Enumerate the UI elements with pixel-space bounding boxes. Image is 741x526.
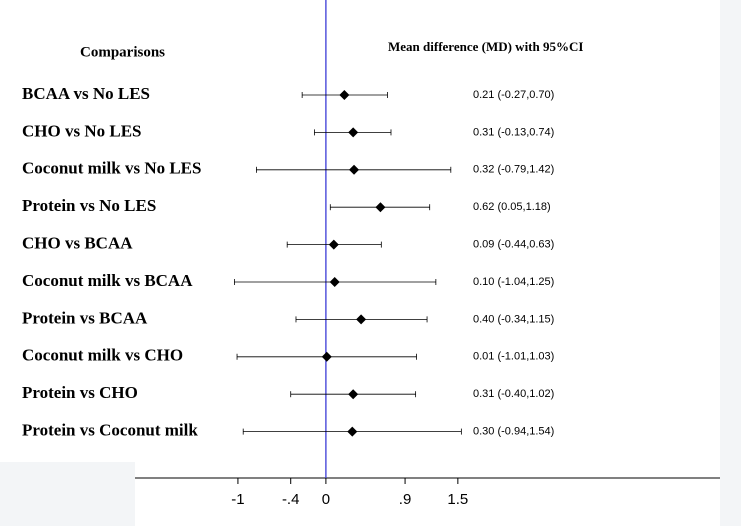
- row-label: Protein vs Coconut milk: [22, 421, 198, 440]
- row-label: Protein vs CHO: [22, 383, 138, 402]
- background-panel: [720, 0, 741, 526]
- value-label: 0.40 (-0.34,1.15): [473, 313, 554, 325]
- value-label: 0.62 (0.05,1.18): [473, 201, 551, 213]
- value-label: 0.09 (-0.44,0.63): [473, 239, 554, 251]
- row-label: Protein vs No LES: [22, 196, 156, 215]
- value-label: 0.31 (-0.13,0.74): [473, 126, 554, 138]
- point-estimate: [321, 351, 332, 362]
- value-label: 0.31 (-0.40,1.02): [473, 388, 554, 400]
- value-label: 0.30 (-0.94,1.54): [473, 426, 554, 438]
- x-tick-label: -1: [231, 491, 244, 508]
- point-estimate: [348, 389, 359, 400]
- value-label: 0.10 (-1.04,1.25): [473, 276, 554, 288]
- point-estimate: [339, 90, 350, 100]
- row-label: BCAA vs No LES: [22, 84, 150, 103]
- point-estimate: [328, 239, 339, 250]
- point-estimate: [375, 202, 386, 213]
- row-label: CHO vs BCAA: [22, 234, 133, 253]
- row-label: Coconut milk vs CHO: [22, 346, 183, 365]
- background-panel: [0, 462, 135, 526]
- column-header: Mean difference (MD) with 95%CI: [388, 39, 583, 54]
- point-estimate: [349, 164, 360, 175]
- x-tick-label: 1.5: [447, 491, 468, 508]
- point-estimate: [347, 426, 358, 437]
- x-tick-label: .9: [399, 491, 412, 508]
- column-header: Comparisons: [80, 44, 165, 60]
- point-estimate: [356, 314, 367, 325]
- value-label: 0.21 (-0.27,0.70): [473, 89, 554, 101]
- value-label: 0.32 (-0.79,1.42): [473, 164, 554, 176]
- row-label: CHO vs No LES: [22, 121, 142, 140]
- point-estimate: [329, 277, 340, 287]
- row-label: Protein vs BCAA: [22, 308, 148, 327]
- x-tick-label: 0: [322, 491, 330, 508]
- row-label: Coconut milk vs BCAA: [22, 271, 193, 290]
- value-label: 0.01 (-1.01,1.03): [473, 351, 554, 363]
- point-estimate: [348, 127, 359, 138]
- x-tick-label: -.4: [282, 491, 300, 508]
- row-label: Coconut milk vs No LES: [22, 159, 201, 178]
